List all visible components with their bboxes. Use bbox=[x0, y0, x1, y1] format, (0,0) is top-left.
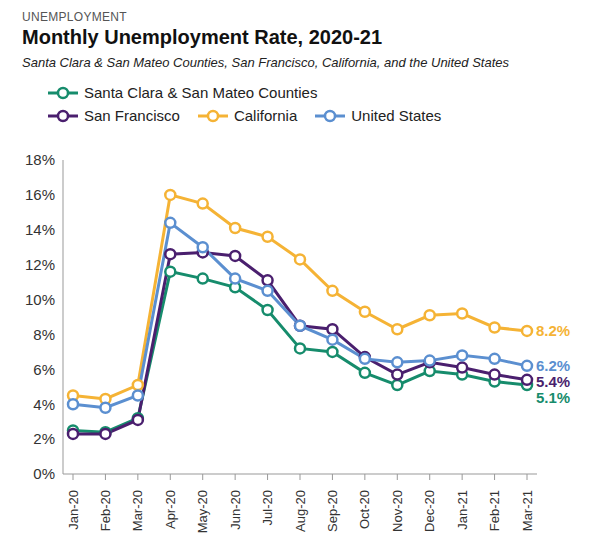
svg-text:Jun-20: Jun-20 bbox=[228, 490, 243, 530]
html-text:Monthly Unemployment Rate, 202: Monthly Unemployment Rate, 2020-21 bbox=[22, 26, 383, 48]
svg-text:Mar-20: Mar-20 bbox=[130, 490, 145, 531]
svg-text:6%: 6% bbox=[33, 361, 55, 378]
svg-text:12%: 12% bbox=[25, 256, 55, 273]
html-text:Santa Clara & San Mateo Counti: Santa Clara & San Mateo Counties, San Fr… bbox=[22, 55, 509, 70]
svg-text:Nov-20: Nov-20 bbox=[390, 490, 405, 532]
svg-text:Feb-20: Feb-20 bbox=[98, 490, 113, 531]
svg-text:10%: 10% bbox=[25, 291, 55, 308]
html-text:United States: United States bbox=[351, 107, 442, 124]
svg-text:Feb-21: Feb-21 bbox=[487, 490, 502, 531]
svg-text:Dec-20: Dec-20 bbox=[422, 490, 437, 532]
svg-text:5.1%: 5.1% bbox=[536, 389, 570, 406]
svg-text:16%: 16% bbox=[25, 186, 55, 203]
svg-text:14%: 14% bbox=[25, 221, 55, 238]
svg-text:2%: 2% bbox=[33, 430, 55, 447]
svg-text:4%: 4% bbox=[33, 396, 55, 413]
svg-text:5.4%: 5.4% bbox=[536, 373, 570, 390]
svg-text:May-20: May-20 bbox=[195, 490, 210, 533]
html-text:UNEMPLOYMENT: UNEMPLOYMENT bbox=[22, 10, 127, 24]
svg-text:6.2%: 6.2% bbox=[536, 357, 570, 374]
svg-text:Apr-20: Apr-20 bbox=[163, 490, 178, 529]
svg-text:Sep-20: Sep-20 bbox=[325, 490, 340, 532]
svg-text:Jul-20: Jul-20 bbox=[260, 490, 275, 525]
html-text:San Francisco: San Francisco bbox=[84, 107, 180, 124]
svg-text:Jan-20: Jan-20 bbox=[66, 490, 81, 530]
svg-text:Aug-20: Aug-20 bbox=[293, 490, 308, 532]
html-text:California: California bbox=[233, 107, 298, 124]
svg-text:8%: 8% bbox=[33, 326, 55, 343]
svg-text:8.2%: 8.2% bbox=[536, 322, 570, 339]
svg-text:Mar-21: Mar-21 bbox=[520, 490, 535, 531]
html-text:Santa Clara & San Mateo Counti: Santa Clara & San Mateo Counties bbox=[84, 84, 318, 101]
svg-text:Jan-21: Jan-21 bbox=[455, 490, 470, 530]
svg-text:0%: 0% bbox=[33, 465, 55, 482]
svg-text:Oct-20: Oct-20 bbox=[357, 490, 372, 529]
svg-text:18%: 18% bbox=[25, 151, 55, 168]
